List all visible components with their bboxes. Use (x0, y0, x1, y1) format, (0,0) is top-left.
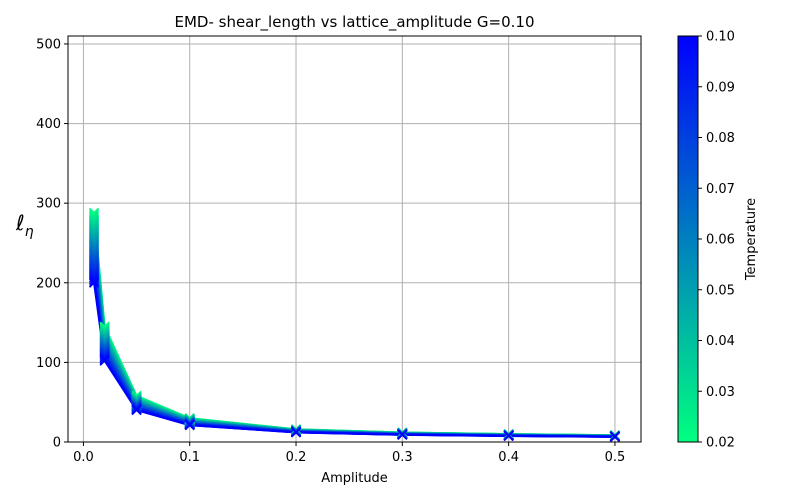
series-line (93, 228, 615, 437)
colorbar-tick-label: 0.07 (706, 182, 735, 197)
data-point-marker (99, 355, 110, 366)
y-axis-label-subscript: η (25, 224, 34, 240)
y-tick-label: 200 (36, 276, 61, 291)
series-line (93, 216, 615, 437)
y-axis-label-main: ℓ (15, 211, 25, 235)
series-line (93, 214, 615, 437)
y-tick-label: 0 (53, 436, 61, 451)
colorbar-tick-label: 0.03 (706, 385, 735, 400)
colorbar (677, 35, 699, 443)
y-tick-label: 100 (36, 356, 61, 371)
series-line (93, 254, 615, 438)
colorbar-ticks: 0.02 0.03 0.04 0.05 0.06 0.07 0.08 0.09 0.10 (698, 30, 735, 451)
colorbar-tick-label: 0.08 (706, 131, 735, 146)
series-line (93, 224, 615, 437)
x-axis-ticks: 0.0 0.1 0.2 0.3 0.4 0.5 (73, 442, 625, 465)
colorbar-tick-label: 0.02 (706, 436, 735, 451)
series-line (93, 231, 615, 437)
series-line (93, 217, 615, 437)
x-tick-label: 0.3 (392, 450, 413, 465)
x-tick-label: 0.5 (605, 450, 626, 465)
series-line (93, 223, 615, 437)
y-tick-label: 400 (36, 117, 61, 132)
data-point-marker (609, 431, 621, 442)
y-axis-label: ℓη (15, 211, 34, 240)
x-tick-label: 0.0 (73, 450, 94, 465)
series-line (93, 245, 615, 437)
data-point-marker (397, 429, 408, 440)
colorbar-tick-label: 0.06 (706, 233, 735, 248)
data-point-marker (88, 274, 100, 285)
data-point-marker (503, 430, 514, 442)
series-line (93, 244, 615, 437)
series-line (93, 235, 615, 437)
colorbar-tick-label: 0.10 (706, 30, 735, 45)
x-tick-label: 0.2 (286, 450, 307, 465)
series-group (93, 212, 615, 438)
y-tick-label: 500 (36, 37, 61, 52)
colorbar-tick-label: 0.09 (706, 80, 735, 95)
series-line (93, 226, 615, 437)
y-axis-ticks: 0 100 200 300 400 500 (36, 37, 68, 451)
y-tick-label: 300 (36, 197, 61, 212)
data-point-marker (88, 275, 100, 287)
series-line (93, 221, 615, 437)
x-tick-label: 0.4 (498, 450, 519, 465)
series-line (93, 251, 615, 438)
colorbar-tick-label: 0.04 (706, 334, 735, 349)
series-line (93, 238, 615, 437)
series-line (93, 256, 615, 438)
marker-group (88, 207, 621, 442)
series-line (93, 219, 615, 437)
series-line (93, 237, 615, 437)
x-axis-label: Amplitude (321, 471, 388, 486)
x-tick-label: 0.1 (179, 450, 200, 465)
data-point-marker (290, 427, 302, 438)
series-line (93, 230, 615, 437)
series-line (93, 233, 615, 437)
data-point-marker (131, 405, 142, 416)
series-line (93, 247, 615, 438)
colorbar-label: Temperature (744, 198, 759, 281)
series-line (93, 252, 615, 438)
chart-title: EMD- shear_length vs lattice_amplitude G… (174, 13, 534, 32)
series-line (93, 258, 615, 438)
series-line (93, 212, 615, 437)
colorbar-tick-label: 0.05 (706, 283, 735, 298)
series-line (93, 240, 615, 437)
series-line (93, 282, 615, 438)
grid (68, 36, 641, 443)
data-point-marker (88, 277, 100, 288)
plot-frame (67, 35, 642, 443)
series-line (93, 249, 615, 438)
data-point-marker (184, 420, 195, 431)
series-line (93, 242, 615, 437)
